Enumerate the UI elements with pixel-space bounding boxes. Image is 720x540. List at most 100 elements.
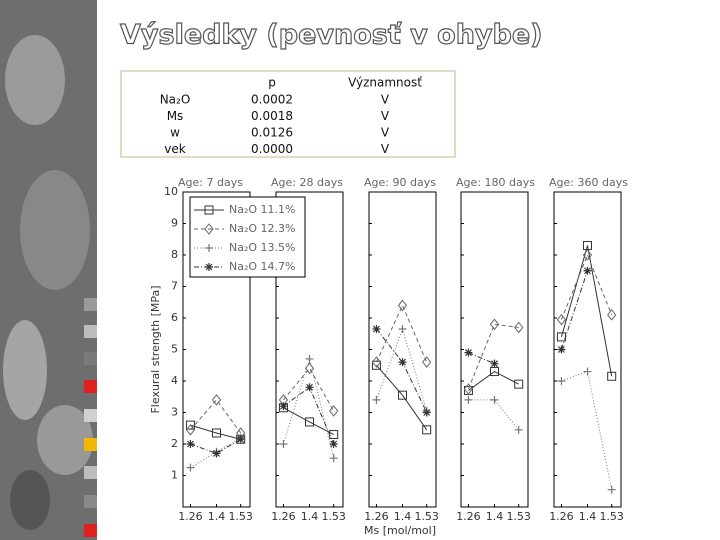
panel-frame <box>368 191 437 508</box>
marker <box>236 435 245 444</box>
panel-frame <box>460 191 529 508</box>
x-tick-label: 1.53 <box>321 510 346 523</box>
legend-label: Na₂O 11.1% <box>229 203 295 216</box>
table-cell: 0.0126 <box>251 126 293 140</box>
square <box>84 524 97 537</box>
marker <box>305 383 314 392</box>
y-tick-label: 10 <box>164 185 178 198</box>
table-cell: V <box>381 126 390 140</box>
marker <box>211 394 222 406</box>
x-tick-label: 1.26 <box>456 510 481 523</box>
table-cell: V <box>381 142 390 156</box>
marker <box>329 440 338 448</box>
series-line <box>283 407 334 435</box>
marker <box>607 485 616 494</box>
marker <box>305 354 314 363</box>
marker <box>279 402 288 411</box>
series-line <box>468 370 519 391</box>
x-tick-label: 1.26 <box>549 510 574 523</box>
x-tick-label: 1.4 <box>301 510 319 523</box>
x-axis-label: Ms [mol/mol] <box>364 524 436 537</box>
table-cell: Na₂O <box>160 93 191 107</box>
marker <box>212 449 221 458</box>
marker <box>489 318 500 331</box>
series-line <box>190 424 241 440</box>
y-tick-label: 9 <box>171 217 178 230</box>
y-tick-label: 8 <box>171 248 178 261</box>
y-tick-label: 3 <box>171 406 178 419</box>
series-line <box>283 367 335 412</box>
texture <box>5 35 65 125</box>
table-cell: 0.0000 <box>251 142 293 156</box>
series-line <box>468 352 495 365</box>
x-tick-label: 1.4 <box>208 510 226 523</box>
y-tick-label: 6 <box>171 311 178 324</box>
square <box>84 380 97 393</box>
y-axis-label: Flexural strength [MPa] <box>149 285 162 413</box>
legend: Na₂O 11.1% Na₂O 12.3% Na₂O 13.5% Na₂O 14.7% <box>189 196 306 278</box>
marker <box>329 405 339 417</box>
marker <box>205 263 213 271</box>
series-line <box>376 364 428 431</box>
square <box>84 438 97 451</box>
y-tick-label: 4 <box>171 374 178 387</box>
slide-title: Výsledky (pevnosť v ohybe) <box>120 20 543 51</box>
marker <box>185 424 196 436</box>
table-cell: V <box>381 93 390 107</box>
marker <box>514 379 524 389</box>
series-line <box>190 399 242 434</box>
series-line <box>467 323 519 390</box>
legend-label: Na₂O 12.3% <box>229 222 295 235</box>
marker <box>398 358 407 367</box>
marker <box>557 345 566 354</box>
marker <box>398 325 407 334</box>
marker <box>556 313 567 326</box>
texture <box>3 320 47 420</box>
legend-label: Na₂O 14.7% <box>229 260 295 273</box>
square <box>84 325 97 338</box>
x-tick-label: 1.53 <box>414 510 439 523</box>
series-line <box>560 245 613 377</box>
panel-title: Age: 90 days <box>364 176 436 189</box>
x-tick-label: 1.53 <box>506 510 531 523</box>
series-line <box>560 253 613 320</box>
square <box>84 298 97 311</box>
texture <box>10 470 50 530</box>
x-tick-label: 1.4 <box>486 510 504 523</box>
table-header: Významnosť <box>348 76 422 90</box>
panel-title: Age: 360 days <box>549 176 628 189</box>
marker <box>607 371 617 381</box>
color-squares <box>84 298 97 537</box>
marker <box>397 299 408 312</box>
x-tick-label: 1.4 <box>579 510 597 523</box>
table-cell: V <box>381 109 390 123</box>
y-tick-label: 7 <box>171 280 178 293</box>
series-line <box>560 270 588 350</box>
marker <box>305 417 314 427</box>
marker <box>398 390 407 400</box>
chart: Flexural strength [MPa] Ms [mol/mol] Age: … <box>149 176 628 537</box>
square <box>84 409 97 422</box>
marker <box>490 395 499 404</box>
marker <box>583 367 592 376</box>
marker <box>372 325 381 334</box>
x-tick-label: 1.26 <box>364 510 389 523</box>
table-cell: w <box>170 126 180 140</box>
marker <box>490 359 499 368</box>
texture <box>37 405 93 475</box>
table-cell: Ms <box>167 109 184 123</box>
marker <box>422 425 432 435</box>
marker <box>186 440 195 448</box>
x-tick-label: 1.26 <box>178 510 203 523</box>
panel-title: Age: 180 days <box>456 176 535 189</box>
marker <box>279 440 288 448</box>
marker <box>514 321 524 334</box>
texture <box>20 170 90 290</box>
legend-label: Na₂O 13.5% <box>229 241 295 254</box>
series-line <box>468 399 520 431</box>
square <box>84 352 97 365</box>
x-tick-label: 1.53 <box>228 510 253 523</box>
